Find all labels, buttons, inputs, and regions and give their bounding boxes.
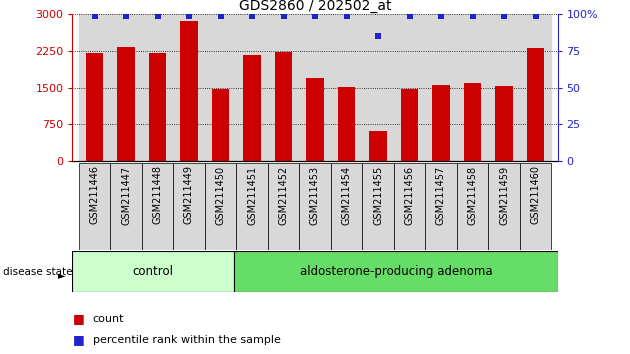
Bar: [79, 14, 110, 161]
FancyBboxPatch shape: [520, 163, 551, 250]
FancyBboxPatch shape: [394, 163, 425, 250]
Text: aldosterone-producing adenoma: aldosterone-producing adenoma: [299, 265, 492, 278]
Bar: [212, 89, 229, 161]
Bar: [369, 131, 387, 161]
Text: ►: ►: [58, 270, 66, 280]
Text: percentile rank within the sample: percentile rank within the sample: [93, 335, 280, 345]
Text: GSM211452: GSM211452: [278, 166, 289, 225]
Text: GSM211458: GSM211458: [467, 166, 478, 225]
Text: control: control: [133, 265, 174, 278]
Text: GSM211456: GSM211456: [404, 166, 415, 225]
Text: GSM211459: GSM211459: [499, 166, 509, 225]
Bar: [275, 52, 292, 161]
Bar: [180, 21, 198, 161]
FancyBboxPatch shape: [110, 163, 142, 250]
Point: [467, 13, 478, 18]
FancyBboxPatch shape: [268, 163, 299, 250]
Bar: [425, 14, 457, 161]
Text: GSM211454: GSM211454: [341, 166, 352, 225]
FancyBboxPatch shape: [362, 163, 394, 250]
Point: [184, 13, 194, 18]
FancyBboxPatch shape: [79, 163, 110, 250]
Bar: [149, 53, 166, 161]
Bar: [173, 14, 205, 161]
Point: [247, 13, 257, 18]
Point: [215, 13, 226, 18]
Bar: [338, 87, 355, 161]
Text: GSM211451: GSM211451: [247, 166, 257, 225]
Bar: [142, 14, 173, 161]
Bar: [205, 14, 236, 161]
Text: GSM211449: GSM211449: [184, 166, 194, 224]
Point: [278, 13, 289, 18]
Text: GSM211447: GSM211447: [121, 166, 131, 225]
Text: disease state: disease state: [3, 267, 72, 277]
Point: [341, 13, 352, 18]
Bar: [236, 14, 268, 161]
Bar: [394, 14, 425, 161]
Text: GSM211448: GSM211448: [152, 166, 163, 224]
Text: GSM211457: GSM211457: [436, 166, 446, 225]
Title: GDS2860 / 202502_at: GDS2860 / 202502_at: [239, 0, 391, 13]
Bar: [527, 48, 544, 161]
FancyBboxPatch shape: [457, 163, 488, 250]
Point: [404, 13, 415, 18]
Text: GSM211446: GSM211446: [89, 166, 100, 224]
Text: GSM211453: GSM211453: [310, 166, 320, 225]
Bar: [117, 47, 135, 161]
Bar: [457, 14, 488, 161]
Text: ■: ■: [72, 333, 84, 346]
FancyBboxPatch shape: [72, 251, 234, 292]
Point: [436, 13, 446, 18]
FancyBboxPatch shape: [331, 163, 362, 250]
FancyBboxPatch shape: [236, 163, 268, 250]
Bar: [306, 78, 324, 161]
FancyBboxPatch shape: [142, 163, 173, 250]
Bar: [268, 14, 299, 161]
Point: [152, 13, 163, 18]
Bar: [243, 55, 261, 161]
Point: [310, 13, 320, 18]
Point: [373, 33, 383, 39]
Text: ■: ■: [72, 312, 84, 325]
Text: count: count: [93, 314, 124, 324]
Bar: [520, 14, 551, 161]
Bar: [299, 14, 331, 161]
Bar: [362, 14, 394, 161]
Point: [89, 13, 100, 18]
Point: [121, 13, 131, 18]
Bar: [86, 53, 103, 161]
Text: GSM211450: GSM211450: [215, 166, 226, 225]
Bar: [432, 85, 450, 161]
Bar: [495, 86, 513, 161]
Point: [530, 13, 541, 18]
Bar: [464, 83, 481, 161]
FancyBboxPatch shape: [205, 163, 236, 250]
FancyBboxPatch shape: [173, 163, 205, 250]
Bar: [401, 88, 418, 161]
Text: GSM211455: GSM211455: [373, 166, 383, 225]
Text: GSM211460: GSM211460: [530, 166, 541, 224]
Bar: [488, 14, 520, 161]
Point: [499, 13, 509, 18]
FancyBboxPatch shape: [299, 163, 331, 250]
FancyBboxPatch shape: [234, 251, 558, 292]
FancyBboxPatch shape: [488, 163, 520, 250]
FancyBboxPatch shape: [425, 163, 457, 250]
Bar: [331, 14, 362, 161]
Bar: [110, 14, 142, 161]
